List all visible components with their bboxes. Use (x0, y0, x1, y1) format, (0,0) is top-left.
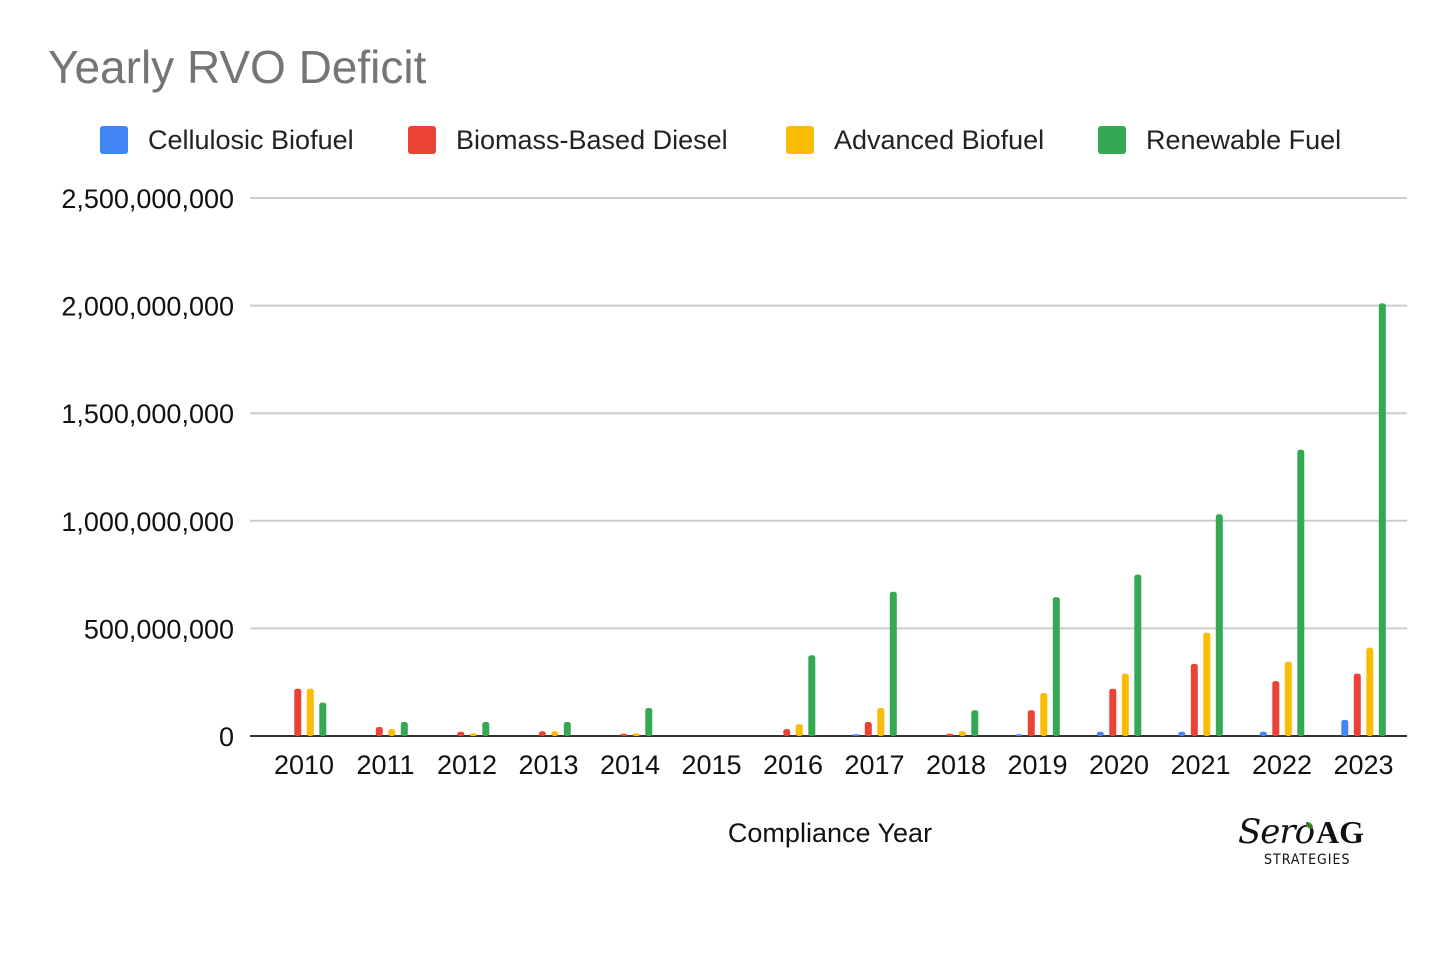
logo-script-text: Sero (1238, 812, 1315, 852)
legend: Cellulosic Biofuel Biomass-Based Diesel … (0, 120, 1456, 160)
bar (620, 733, 628, 736)
x-tick-label: 2010 (274, 750, 334, 780)
bar (1096, 731, 1104, 736)
y-tick-label: 2,000,000,000 (61, 292, 234, 322)
logo-sub-text: STRATEGIES (1264, 852, 1351, 868)
x-tick-label: 2022 (1252, 750, 1312, 780)
bar (319, 702, 327, 736)
bar (457, 731, 465, 736)
bar (563, 722, 571, 736)
bar (1121, 673, 1129, 736)
bar (1341, 719, 1349, 736)
legend-swatch (1098, 126, 1126, 154)
bar (1378, 303, 1386, 736)
bar (1215, 514, 1223, 736)
bar (808, 655, 816, 736)
bar (294, 688, 302, 736)
bar (877, 708, 885, 736)
bar (795, 724, 803, 736)
y-tick-label: 1,000,000,000 (61, 507, 234, 537)
x-tick-label: 2017 (844, 750, 904, 780)
bar (1027, 710, 1035, 736)
sero-ag-logo: Sero AG STRATEGIES (1234, 812, 1364, 876)
bar (632, 733, 640, 736)
x-tick-label: 2020 (1089, 750, 1149, 780)
legend-label: Advanced Biofuel (834, 124, 1045, 155)
bar (1134, 574, 1142, 736)
bar (1284, 661, 1292, 736)
bar (1015, 734, 1023, 736)
bar (1203, 632, 1211, 736)
x-tick-label: 2018 (926, 750, 986, 780)
x-tick-label: 2015 (681, 750, 741, 780)
bar (852, 734, 860, 736)
bar (1272, 681, 1280, 736)
y-tick-label: 2,500,000,000 (61, 184, 234, 214)
bar (469, 733, 477, 736)
legend-label: Cellulosic Biofuel (148, 124, 354, 155)
legend-item-biomass-based-diesel: Biomass-Based Diesel (408, 120, 728, 160)
bar (958, 731, 966, 736)
legend-label: Biomass-Based Diesel (456, 124, 728, 155)
bar (946, 733, 954, 736)
legend-swatch (786, 126, 814, 154)
leaf-icon (1306, 822, 1313, 829)
legend-label: Renewable Fuel (1146, 124, 1342, 155)
legend-item-cellulosic-biofuel: Cellulosic Biofuel (100, 120, 354, 160)
bar (551, 731, 559, 736)
bar (1297, 449, 1305, 736)
bar (538, 731, 546, 736)
bar (1040, 693, 1048, 736)
legend-swatch (408, 126, 436, 154)
bar (1259, 731, 1267, 736)
chart-title: Yearly RVO Deficit (48, 41, 427, 93)
x-axis-label: Compliance Year (727, 818, 933, 848)
y-tick-label: 500,000,000 (84, 614, 234, 644)
legend-item-advanced-biofuel: Advanced Biofuel (786, 120, 1044, 160)
x-tick-label: 2012 (437, 750, 497, 780)
bar (971, 710, 979, 736)
bar (1366, 647, 1374, 736)
bar (1052, 597, 1060, 736)
logo-emblem-text: AG (1316, 814, 1364, 850)
legend-item-renewable-fuel: Renewable Fuel (1098, 120, 1341, 160)
bar (1109, 688, 1117, 736)
x-tick-label: 2021 (1170, 750, 1230, 780)
bar (375, 727, 383, 736)
bar (482, 722, 490, 736)
y-tick-label: 1,500,000,000 (61, 399, 234, 429)
x-tick-label: 2016 (763, 750, 823, 780)
bar (1353, 673, 1361, 736)
bar (1190, 663, 1198, 736)
x-tick-label: 2011 (356, 750, 414, 780)
x-tick-label: 2019 (1007, 750, 1067, 780)
bar (1178, 731, 1186, 736)
x-tick-label: 2013 (518, 750, 578, 780)
x-tick-label: 2014 (600, 750, 660, 780)
bar (645, 708, 653, 736)
legend-swatch (100, 126, 128, 154)
x-tick-label: 2023 (1333, 750, 1393, 780)
bar (783, 729, 791, 736)
bar (388, 729, 396, 736)
y-tick-label: 0 (219, 722, 234, 752)
bar (864, 722, 872, 736)
bar (400, 722, 408, 736)
bar (889, 591, 897, 736)
bar (306, 688, 314, 736)
